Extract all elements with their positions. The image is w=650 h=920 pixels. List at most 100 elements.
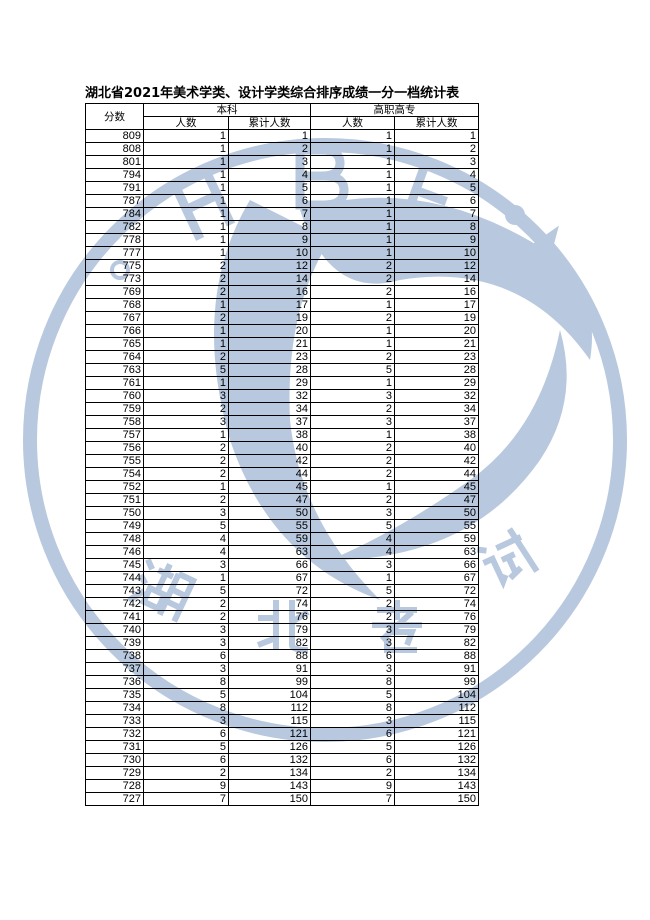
table-row: 744 1 67 1 67 <box>85 571 479 585</box>
undergrad-cumulative-cell: 6 <box>228 194 311 208</box>
vocational-cumulative-cell: 2 <box>394 142 479 156</box>
table-row: 759 2 34 2 34 <box>85 402 479 416</box>
header-undergrad-count: 人数 <box>143 116 229 130</box>
header-vocational: 高职高专 <box>310 103 479 117</box>
undergrad-cumulative-cell: 99 <box>228 675 311 689</box>
undergrad-cumulative-cell: 7 <box>228 207 311 221</box>
undergrad-cumulative-cell: 66 <box>228 558 311 572</box>
score-cell: 749 <box>85 519 144 533</box>
score-cell: 728 <box>85 779 144 793</box>
vocational-count-cell: 2 <box>310 493 395 507</box>
undergrad-cumulative-cell: 63 <box>228 545 311 559</box>
undergrad-cumulative-cell: 115 <box>228 714 311 728</box>
score-cell: 752 <box>85 480 144 494</box>
table-row: 755 2 42 2 42 <box>85 454 479 468</box>
undergrad-cumulative-cell: 88 <box>228 649 311 663</box>
table-row: 746 4 63 4 63 <box>85 545 479 559</box>
score-cell: 744 <box>85 571 144 585</box>
vocational-count-cell: 6 <box>310 649 395 663</box>
score-cell: 738 <box>85 649 144 663</box>
vocational-count-cell: 6 <box>310 727 395 741</box>
undergrad-cumulative-cell: 12 <box>228 259 311 273</box>
vocational-count-cell: 3 <box>310 662 395 676</box>
undergrad-count-cell: 2 <box>143 350 229 364</box>
undergrad-cumulative-cell: 132 <box>228 753 311 767</box>
vocational-count-cell: 1 <box>310 194 395 208</box>
vocational-cumulative-cell: 76 <box>394 610 479 624</box>
undergrad-cumulative-cell: 19 <box>228 311 311 325</box>
table-row: 756 2 40 2 40 <box>85 441 479 455</box>
undergrad-count-cell: 2 <box>143 597 229 611</box>
score-cell: 740 <box>85 623 144 637</box>
vocational-cumulative-cell: 4 <box>394 168 479 182</box>
vocational-count-cell: 1 <box>310 298 395 312</box>
undergrad-cumulative-cell: 32 <box>228 389 311 403</box>
score-cell: 760 <box>85 389 144 403</box>
table-row: 742 2 74 2 74 <box>85 597 479 611</box>
table-body: 809 1 1 1 1 808 1 2 1 2 801 1 3 1 3 794 1 4 1 4 791 1 5 1 5 787 1 6… <box>85 129 479 806</box>
score-cell: 759 <box>85 402 144 416</box>
score-cell: 808 <box>85 142 144 156</box>
undergrad-count-cell: 5 <box>143 688 229 702</box>
vocational-count-cell: 8 <box>310 701 395 715</box>
table-row: 736 8 99 8 99 <box>85 675 479 689</box>
vocational-count-cell: 3 <box>310 506 395 520</box>
table-row: 728 9 143 9 143 <box>85 779 479 793</box>
undergrad-count-cell: 1 <box>143 571 229 585</box>
table-row: 765 1 21 1 21 <box>85 337 479 351</box>
vocational-count-cell: 1 <box>310 571 395 585</box>
vocational-cumulative-cell: 72 <box>394 584 479 598</box>
undergrad-cumulative-cell: 143 <box>228 779 311 793</box>
undergrad-cumulative-cell: 40 <box>228 441 311 455</box>
table-row: 730 6 132 6 132 <box>85 753 479 767</box>
undergrad-count-cell: 3 <box>143 558 229 572</box>
vocational-cumulative-cell: 40 <box>394 441 479 455</box>
undergrad-count-cell: 8 <box>143 675 229 689</box>
undergrad-count-cell: 2 <box>143 259 229 273</box>
vocational-cumulative-cell: 150 <box>394 792 479 806</box>
score-cell: 733 <box>85 714 144 728</box>
vocational-count-cell: 2 <box>310 259 395 273</box>
vocational-count-cell: 1 <box>310 233 395 247</box>
vocational-cumulative-cell: 132 <box>394 753 479 767</box>
seal-char-shi-shape <box>476 527 540 590</box>
vocational-cumulative-cell: 99 <box>394 675 479 689</box>
undergrad-count-cell: 2 <box>143 766 229 780</box>
undergrad-count-cell: 4 <box>143 532 229 546</box>
undergrad-cumulative-cell: 126 <box>228 740 311 754</box>
undergrad-count-cell: 1 <box>143 298 229 312</box>
undergrad-cumulative-cell: 50 <box>228 506 311 520</box>
vocational-cumulative-cell: 115 <box>394 714 479 728</box>
score-cell: 787 <box>85 194 144 208</box>
score-cell: 737 <box>85 662 144 676</box>
score-cell: 794 <box>85 168 144 182</box>
score-cell: 757 <box>85 428 144 442</box>
undergrad-count-cell: 5 <box>143 363 229 377</box>
table-row: 749 5 55 5 55 <box>85 519 479 533</box>
undergrad-cumulative-cell: 4 <box>228 168 311 182</box>
score-cell: 750 <box>85 506 144 520</box>
undergrad-count-cell: 1 <box>143 168 229 182</box>
score-cell: 768 <box>85 298 144 312</box>
score-cell: 745 <box>85 558 144 572</box>
vocational-count-cell: 1 <box>310 428 395 442</box>
score-cell: 729 <box>85 766 144 780</box>
vocational-count-cell: 1 <box>310 246 395 260</box>
table-row: 748 4 59 4 59 <box>85 532 479 546</box>
vocational-cumulative-cell: 5 <box>394 181 479 195</box>
vocational-count-cell: 2 <box>310 454 395 468</box>
undergrad-cumulative-cell: 10 <box>228 246 311 260</box>
score-cell: 791 <box>85 181 144 195</box>
vocational-count-cell: 2 <box>310 610 395 624</box>
undergrad-cumulative-cell: 74 <box>228 597 311 611</box>
vocational-cumulative-cell: 7 <box>394 207 479 221</box>
table-row: 745 3 66 3 66 <box>85 558 479 572</box>
vocational-cumulative-cell: 66 <box>394 558 479 572</box>
undergrad-cumulative-cell: 76 <box>228 610 311 624</box>
undergrad-cumulative-cell: 17 <box>228 298 311 312</box>
vocational-cumulative-cell: 112 <box>394 701 479 715</box>
undergrad-count-cell: 2 <box>143 493 229 507</box>
table-row: 777 1 10 1 10 <box>85 246 479 260</box>
undergrad-cumulative-cell: 44 <box>228 467 311 481</box>
undergrad-count-cell: 1 <box>143 337 229 351</box>
